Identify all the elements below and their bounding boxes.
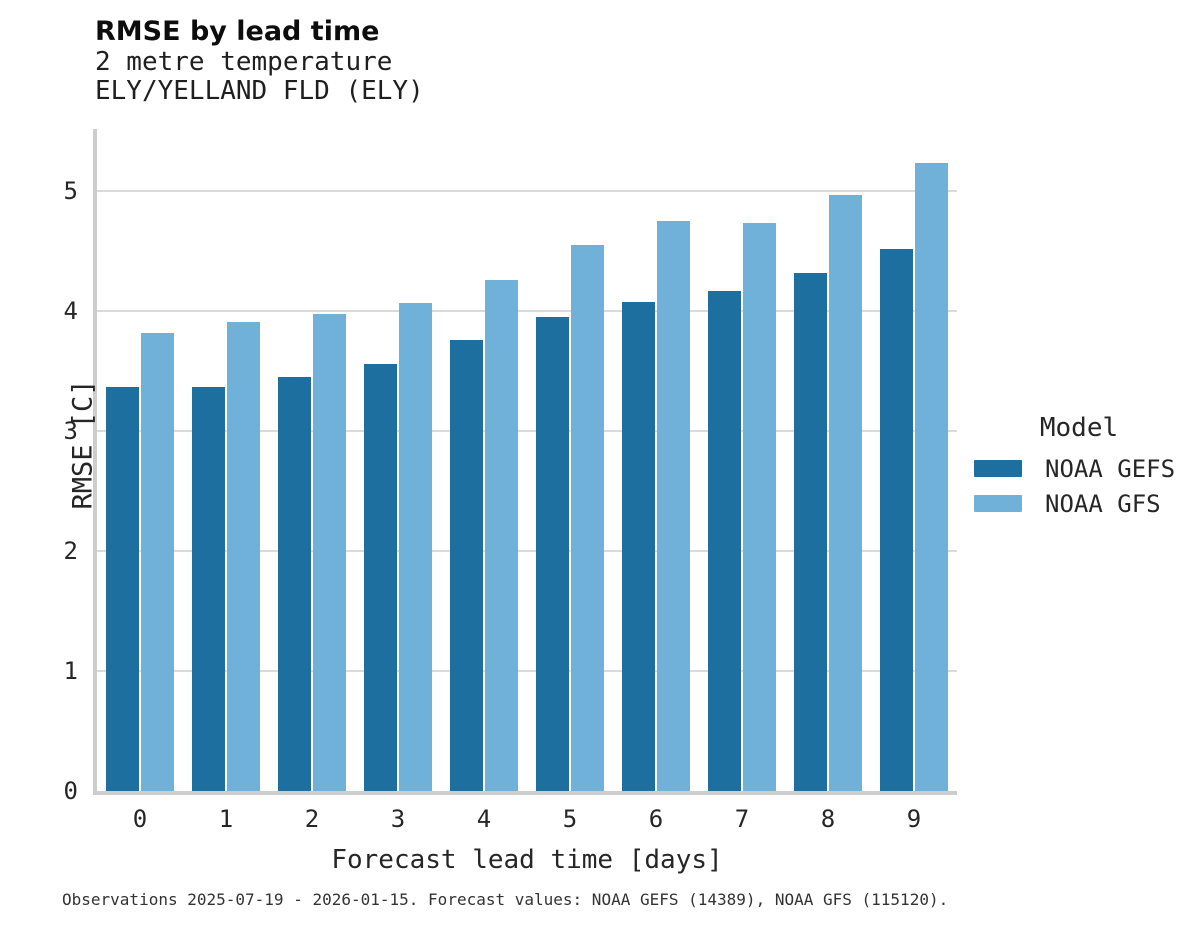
bar-noaa-gefs-lead-1 [192, 386, 225, 791]
bar-group-lead-2 [269, 129, 355, 791]
x-tick-label-3: 3 [390, 805, 406, 833]
legend-item-noaa-gfs: NOAA GFS [974, 486, 1184, 521]
x-axis-spine [93, 791, 957, 795]
legend-swatch-noaa-gfs [974, 495, 1022, 512]
legend-swatch-noaa-gefs [974, 460, 1022, 477]
legend-items: NOAA GEFS NOAA GFS [974, 451, 1184, 521]
bar-noaa-gfs-lead-8 [829, 194, 862, 791]
y-axis-spine [93, 129, 97, 795]
bar-noaa-gfs-lead-6 [657, 221, 690, 791]
chart-title: RMSE by lead time [95, 16, 380, 47]
x-tick-label-4: 4 [476, 805, 492, 833]
x-tick-label-2: 2 [304, 805, 320, 833]
y-axis-label: RMSE [C] [67, 379, 99, 510]
bar-group-lead-7 [699, 129, 785, 791]
bar-group-lead-1 [183, 129, 269, 791]
y-tick-label-3: 3 [63, 417, 78, 446]
y-tick-label-4: 4 [63, 297, 78, 326]
x-axis-tick-labels: 0 1 2 3 4 5 6 7 8 9 [97, 806, 957, 832]
bar-noaa-gfs-lead-5 [571, 245, 604, 791]
legend-item-label: NOAA GEFS [1045, 454, 1176, 483]
bar-noaa-gefs-lead-6 [622, 301, 655, 791]
x-tick-label-6: 6 [648, 805, 664, 833]
bar-noaa-gfs-lead-3 [399, 302, 432, 791]
bar-noaa-gefs-lead-2 [278, 377, 311, 791]
bar-noaa-gfs-lead-0 [141, 332, 174, 791]
bar-noaa-gfs-lead-9 [915, 162, 948, 791]
gridline-y-2 [97, 550, 957, 553]
gridline-y-1 [97, 670, 957, 673]
bar-noaa-gefs-lead-8 [794, 272, 827, 791]
bar-noaa-gfs-lead-4 [485, 280, 518, 791]
gridline-y-5 [97, 190, 957, 193]
bar-noaa-gefs-lead-9 [880, 248, 913, 791]
chart-subtitle-variable: 2 metre temperature [95, 47, 393, 77]
x-axis-label: Forecast lead time [days] [331, 845, 723, 875]
y-axis-tick-labels: 0 1 2 3 4 5 [0, 129, 78, 803]
legend-item-noaa-gefs: NOAA GEFS [974, 451, 1184, 486]
bar-group-lead-6 [613, 129, 699, 791]
bar-group-lead-0 [97, 129, 183, 791]
footer-note: Observations 2025-07-19 - 2026-01-15. Fo… [62, 890, 949, 909]
bar-noaa-gfs-lead-7 [743, 222, 776, 791]
bar-noaa-gefs-lead-0 [106, 386, 139, 791]
y-tick-label-5: 5 [63, 177, 78, 206]
gridline-y-3 [97, 430, 957, 433]
bar-noaa-gfs-lead-1 [227, 322, 260, 791]
bar-group-lead-9 [871, 129, 957, 791]
legend-item-label: NOAA GFS [1045, 489, 1161, 518]
y-tick-label-2: 2 [63, 537, 78, 566]
bar-group-lead-8 [785, 129, 871, 791]
bar-noaa-gefs-lead-3 [364, 364, 397, 791]
legend-title: Model [1039, 413, 1119, 443]
bar-groups [97, 129, 957, 791]
x-tick-label-1: 1 [218, 805, 234, 833]
x-tick-label-5: 5 [562, 805, 578, 833]
gridline-y-4 [97, 310, 957, 313]
bar-group-lead-4 [441, 129, 527, 791]
bar-noaa-gefs-lead-5 [536, 317, 569, 791]
bar-noaa-gefs-lead-4 [450, 340, 483, 791]
bar-noaa-gfs-lead-2 [313, 313, 346, 791]
bar-group-lead-5 [527, 129, 613, 791]
chart-header: RMSE by lead time 2 metre temperature EL… [95, 16, 424, 106]
bar-group-lead-3 [355, 129, 441, 791]
x-tick-label-0: 0 [132, 805, 148, 833]
y-tick-label-0: 0 [63, 777, 78, 805]
legend: Model NOAA GEFS NOAA GFS [974, 413, 1184, 521]
x-tick-label-7: 7 [734, 805, 750, 833]
bar-chart-plot-area [97, 129, 957, 791]
x-tick-label-8: 8 [820, 805, 836, 833]
x-tick-label-9: 9 [906, 805, 922, 833]
bar-noaa-gefs-lead-7 [708, 290, 741, 791]
chart-subtitle-station: ELY/YELLAND FLD (ELY) [95, 76, 424, 106]
y-tick-label-1: 1 [63, 657, 78, 686]
